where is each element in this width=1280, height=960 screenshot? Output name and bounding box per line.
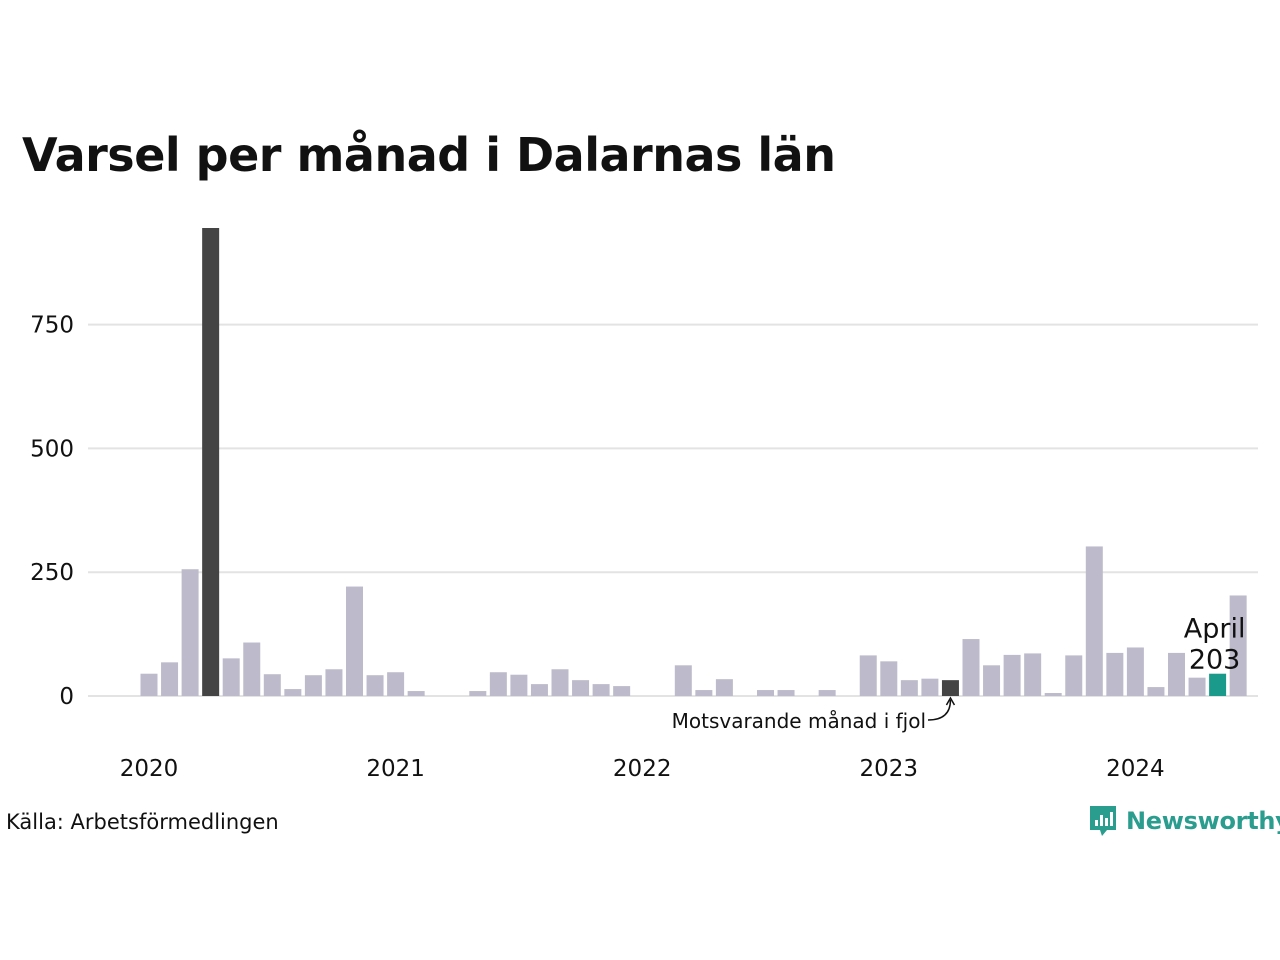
bar <box>1065 655 1083 696</box>
y-axis-ticks: 0 250 500 750 <box>30 313 74 710</box>
bar <box>243 642 261 696</box>
y-tick-label: 750 <box>30 313 74 339</box>
bar <box>140 673 158 696</box>
bar <box>983 665 1001 696</box>
bar <box>941 680 959 696</box>
bar <box>469 691 487 696</box>
bar <box>1168 652 1185 696</box>
bar <box>346 586 363 696</box>
bar <box>880 661 898 696</box>
bar <box>325 669 343 696</box>
bar <box>1024 653 1042 696</box>
bar <box>859 655 877 696</box>
bar <box>407 691 425 696</box>
bar <box>1229 595 1247 696</box>
bar <box>818 690 836 696</box>
bar <box>510 674 528 696</box>
bar <box>921 678 939 696</box>
last-year-annotation: Motsvarande månad i fjol <box>672 709 926 733</box>
bar <box>263 674 281 696</box>
bar <box>900 680 918 696</box>
bar <box>674 665 692 696</box>
y-tick-label: 250 <box>30 560 74 586</box>
bar <box>284 689 302 696</box>
x-tick-label: 2022 <box>613 756 672 782</box>
chart-bubble-icon <box>1090 806 1116 836</box>
bar <box>530 684 548 696</box>
bar <box>1209 673 1227 696</box>
x-tick-label: 2024 <box>1106 756 1165 782</box>
bars <box>140 228 1247 696</box>
logo-text: Newsworthy <box>1126 807 1280 835</box>
bar <box>777 690 795 696</box>
bar <box>366 675 384 696</box>
bar <box>1044 693 1062 696</box>
bar <box>304 675 322 696</box>
y-tick-label: 500 <box>30 436 74 462</box>
y-tick-label: 0 <box>59 684 74 710</box>
annotation-arrowhead <box>945 696 956 706</box>
annotation-arrow <box>927 699 952 721</box>
x-tick-label: 2023 <box>860 756 919 782</box>
bar <box>161 662 179 696</box>
bar <box>613 686 631 696</box>
gridlines <box>88 323 1258 697</box>
bar <box>222 658 240 696</box>
source-note: Källa: Arbetsförmedlingen <box>6 810 279 834</box>
current-month-label: April <box>1184 614 1246 645</box>
bar <box>757 690 774 696</box>
bar <box>592 684 610 696</box>
bar <box>181 569 199 696</box>
bar <box>715 679 733 696</box>
chart-title: Varsel per månad i Dalarnas län <box>22 128 836 182</box>
bar <box>1106 652 1124 696</box>
bar <box>489 672 507 696</box>
x-axis-ticks: 2020 2021 2022 2023 2024 <box>120 756 1165 782</box>
bar <box>1147 687 1165 696</box>
x-tick-label: 2020 <box>120 756 179 782</box>
bar <box>387 672 405 696</box>
bar <box>1126 647 1144 696</box>
bar <box>1085 546 1103 696</box>
current-value-label: 203 <box>1189 645 1241 676</box>
bar <box>1003 654 1021 696</box>
bar <box>202 228 220 696</box>
bar <box>962 639 980 696</box>
bar <box>1188 677 1206 696</box>
bar <box>551 669 569 696</box>
bar <box>695 690 713 696</box>
x-tick-label: 2021 <box>366 756 425 782</box>
newsworthy-logo: Newsworthy <box>1088 804 1280 838</box>
bar <box>572 680 590 696</box>
